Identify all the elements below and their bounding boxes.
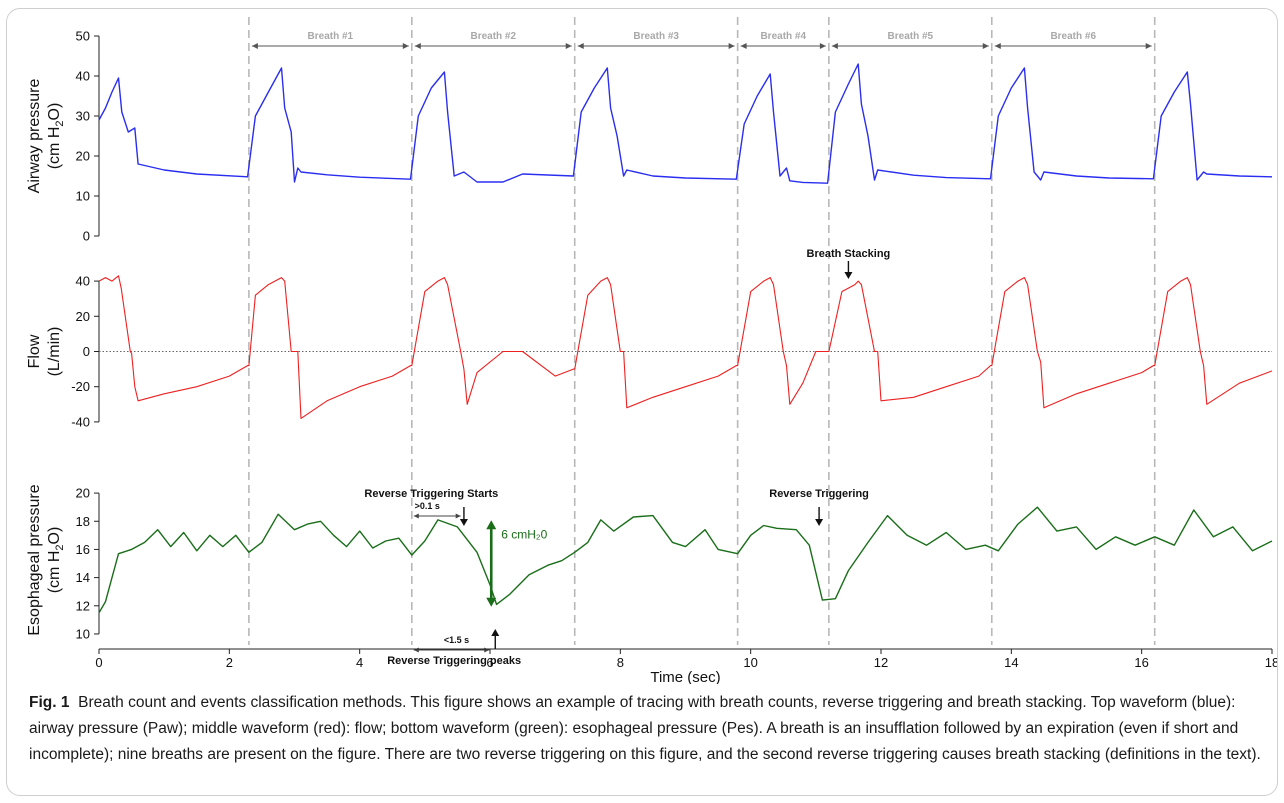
pes-y-label: Esophageal pressure [26,484,43,635]
x-tick-label: 4 [356,655,363,670]
breath-span-arrowhead [402,43,409,49]
x-tick-label: 10 [743,655,757,670]
breath-span-arrowhead [1145,43,1152,49]
breath-span-arrowhead [251,43,258,49]
paw-series-line [98,63,1273,184]
reverse-triggering-peaks-arrowhead [491,629,500,636]
breath-span-arrowhead [740,43,747,49]
x-tick-label: 6 [486,655,493,670]
reverse-triggering-label: Reverse Triggering [769,488,869,500]
paw-y-label-group: Airway pressure (cm H2O) [26,79,66,194]
paw-y-tick-label: 20 [76,149,90,164]
delay-span-long-arrowhead [413,647,419,653]
flow-y-tick-label: 0 [83,344,90,359]
flow-y-label-group: Flow (L/min) [26,327,63,377]
flow-series-line [98,275,1273,419]
reverse-triggering-arrowhead [815,519,824,526]
pes-y-tick-label: 16 [76,542,90,557]
breath-label: Breath #3 [633,31,679,42]
pes-y-tick-label: 14 [76,570,90,585]
breath-span-arrowhead [982,43,989,49]
x-tick-label: 12 [874,655,888,670]
breath-label: Breath #4 [760,31,806,42]
pes-y-tick-label: 10 [76,626,90,641]
breath-stacking-label: Breath Stacking [807,248,891,260]
pes-y-label-unit: (cm H2O) [46,527,66,594]
breath-label: Breath #1 [308,31,354,42]
breath-span-arrowhead [728,43,735,49]
figure-svg: Breath #1 Breath #2 Breath #3 Breath #4 Brea… [26,17,1278,684]
amplitude-label: 6 cmH₂0 [501,528,547,542]
pes-y-tick-label: 12 [76,598,90,613]
paw-y-tick-label: 10 [76,189,90,204]
breath-span-arrowhead [577,43,584,49]
delay-span-short-arrowhead [413,513,419,519]
breath-span-arrowhead [565,43,572,49]
flow-y-tick-label: 20 [76,309,90,324]
pes-y-tick-label: 20 [76,486,90,501]
paw-y-label-unit: (cm H2O) [46,103,66,170]
amplitude-arrowhead [486,597,497,607]
flow-y-tick-label: -40 [71,414,90,429]
pes-y-tick-label: 18 [76,514,90,529]
breath-span-arrowhead [414,43,421,49]
breath-span-arrowhead [819,43,826,49]
breath-span-arrowhead [994,43,1001,49]
reverse-triggering-starts-label: Reverse Triggering Starts [364,488,498,500]
breath-label: Breath #6 [1050,31,1096,42]
delay-label-short: >0.1 s [415,501,440,511]
x-tick-label: 2 [226,655,233,670]
breath-label: Breath #2 [470,31,516,42]
breath-span-arrowhead [831,43,838,49]
pes-series-line [98,506,1273,614]
x-tick-label: 14 [1004,655,1018,670]
flow-y-tick-label: 40 [76,274,90,289]
delay-label-long: <1.5 s [444,635,469,645]
figure-caption: Fig. 1 Breath count and events classific… [29,690,1269,768]
flow-y-label: Flow [26,334,43,368]
reverse-triggering-peaks-label: Reverse Triggering peaks [387,655,521,667]
paw-y-label: Airway pressure [26,79,43,194]
pes-y-label-group: Esophageal pressure (cm H2O) [26,484,66,635]
amplitude-arrowhead [486,520,497,530]
x-tick-label: 0 [95,655,102,670]
breath-label: Breath #5 [888,31,934,42]
paw-y-tick-label: 0 [83,229,90,244]
x-tick-label: 18 [1265,655,1278,670]
reverse-triggering-starts-arrowhead [459,519,468,526]
paw-y-tick-label: 50 [76,29,90,44]
paw-y-tick-label: 40 [76,69,90,84]
paw-y-tick-label: 30 [76,109,90,124]
breath-stacking-arrowhead [844,272,853,279]
caption-label: Fig. 1 [29,694,70,711]
x-tick-label: 8 [617,655,624,670]
x-tick-label: 16 [1134,655,1148,670]
flow-y-tick-label: -20 [71,379,90,394]
delay-span-short-arrowhead [455,513,461,519]
figure-frame: Breath #1 Breath #2 Breath #3 Breath #4 Brea… [6,8,1278,796]
delay-span-long-arrowhead [484,647,490,653]
caption-text: Breath count and events classification m… [29,694,1261,763]
flow-y-label-unit: (L/min) [46,327,63,377]
x-axis-label: Time (sec) [650,669,720,684]
